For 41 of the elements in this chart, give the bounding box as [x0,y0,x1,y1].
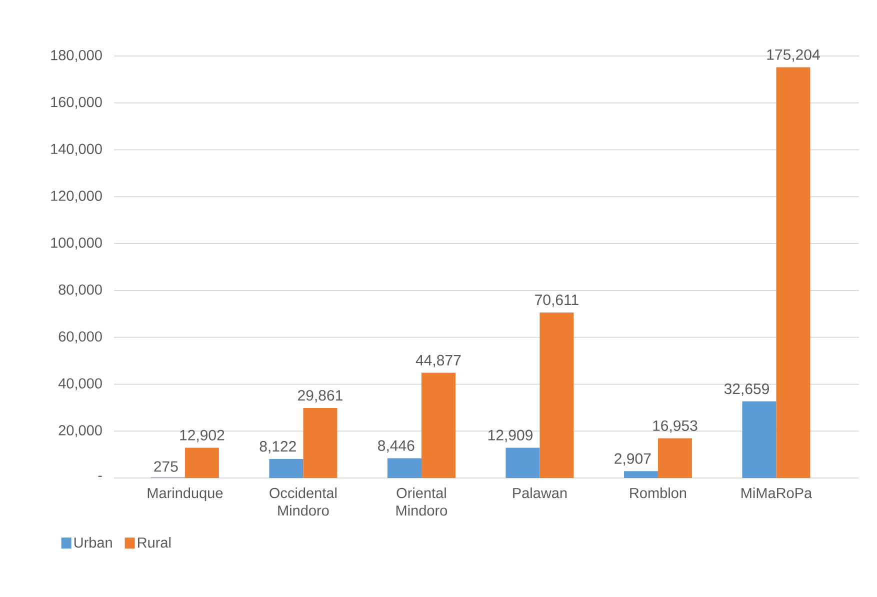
bar [742,401,776,478]
data-label: 32,659 [724,384,769,396]
legend-label: Urban [74,537,112,548]
bar [776,67,810,478]
bar [658,438,692,478]
x-tick-label: Romblon [630,488,686,498]
y-tick-label: 20,000 [58,425,102,438]
bar [506,448,540,478]
x-tick-label: Marinduque [148,488,223,502]
y-tick-label: - [98,476,102,477]
bar [387,458,422,478]
bar [303,408,338,478]
x-tick-label: Occidental Mindoro [270,488,336,516]
y-tick-label: 120,000 [51,190,102,203]
data-label: 8,446 [378,440,414,453]
data-label: 12,909 [488,430,532,442]
y-tick-label: 100,000 [51,238,102,250]
data-label: 175,204 [767,49,820,62]
bar [184,448,219,478]
x-tick-label: Oriental Mindoro [396,488,448,516]
data-label: 44,877 [416,354,461,368]
data-label: 12,902 [180,430,224,442]
data-label: 275 [154,461,178,472]
data-label: 29,861 [298,390,342,402]
x-tick-label: MiMaRoPa [742,488,812,498]
bar [421,372,456,478]
y-tick-label: 60,000 [58,331,102,344]
bar [540,312,574,478]
data-label: 8,122 [260,441,296,454]
y-tick-label: 40,000 [58,378,102,390]
data-label: 16,953 [653,420,698,433]
data-label: 2,907 [614,453,651,466]
y-tick-label: 180,000 [51,50,102,62]
y-tick-label: 140,000 [51,144,102,156]
y-tick-label: 160,000 [51,96,102,109]
bar [269,458,304,478]
y-tick-label: 80,000 [58,284,102,296]
bar [624,471,658,478]
legend-label: Rural [138,537,170,548]
data-label: 70,611 [535,294,578,307]
x-tick-label: Palawan [513,488,567,498]
